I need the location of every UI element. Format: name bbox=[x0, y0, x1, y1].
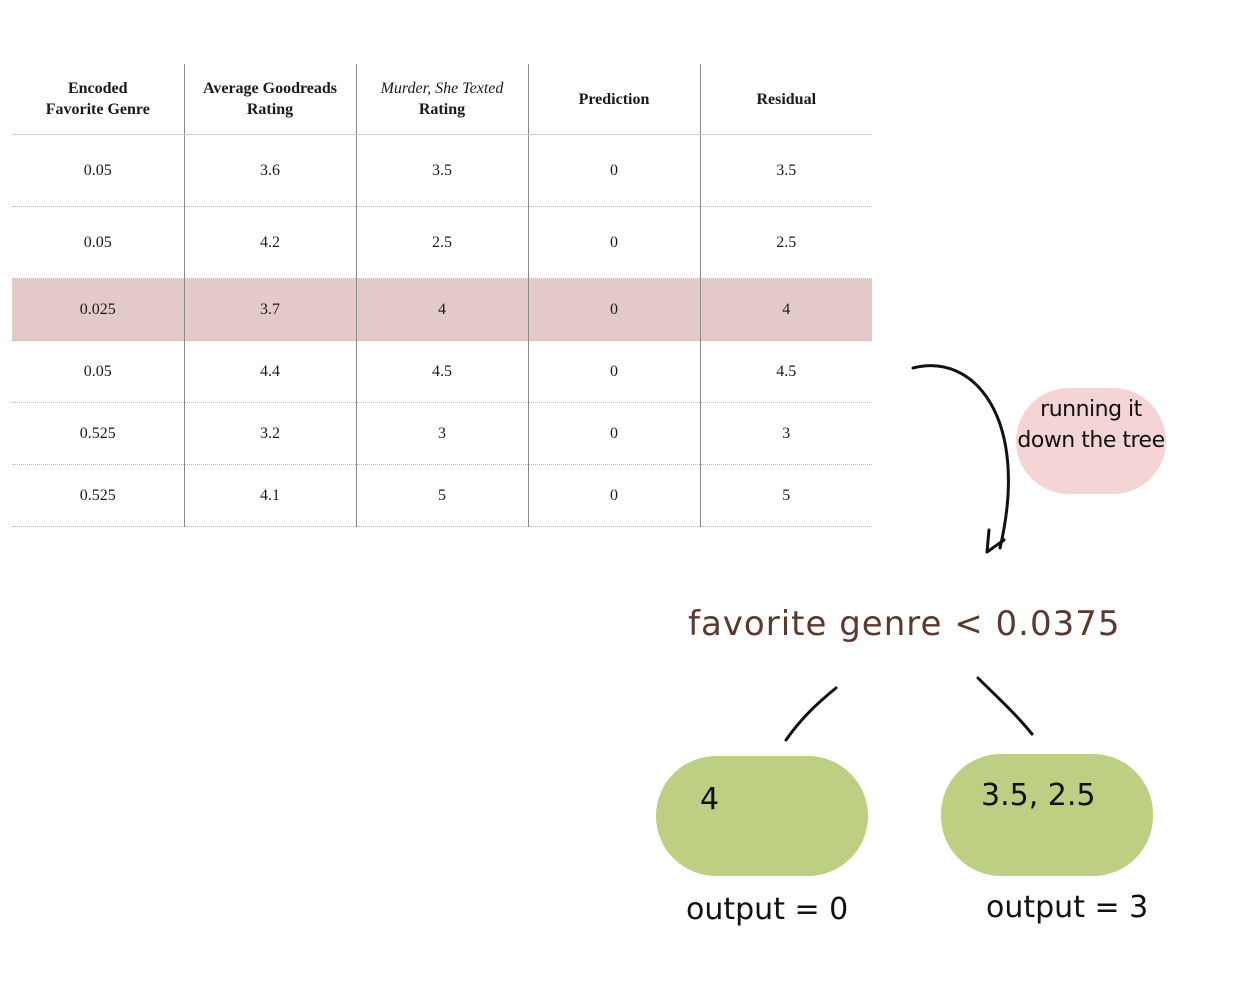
annotation-bubble bbox=[1016, 388, 1166, 494]
table-header-row: Encoded Favorite Genre Average Goodreads… bbox=[12, 64, 872, 135]
right-leaf-value: 3.5, 2.5 bbox=[981, 778, 1096, 813]
table-row: 0.05 3.6 3.5 0 3.5 bbox=[12, 134, 872, 207]
table-cell: 4.5 bbox=[355, 340, 528, 403]
table-row: 0.05 4.4 4.5 0 4.5 bbox=[12, 340, 872, 403]
table-cell: 0.05 bbox=[12, 134, 184, 207]
column-header-encoded-genre: Encoded Favorite Genre bbox=[12, 64, 184, 135]
table-cell: 4.2 bbox=[183, 206, 356, 279]
header-line: Murder, She Texted bbox=[380, 80, 504, 97]
table-cell: 4.4 bbox=[183, 340, 356, 403]
table-row: 0.05 4.2 2.5 0 2.5 bbox=[12, 206, 872, 279]
header-line: Favorite Genre bbox=[45, 101, 150, 118]
header-line: Encoded bbox=[67, 80, 128, 97]
annotation-note: running it down the tree bbox=[1017, 397, 1165, 453]
table-cell: 4 bbox=[355, 278, 528, 341]
table-cell: 5 bbox=[355, 464, 528, 527]
left-output: output = 0 bbox=[686, 892, 849, 927]
table-cell: 0 bbox=[527, 402, 700, 465]
header-line: Residual bbox=[756, 90, 817, 108]
left-leaf-node: 4 bbox=[656, 756, 868, 876]
residual-table: Encoded Favorite Genre Average Goodreads… bbox=[12, 64, 872, 527]
table-row: 0.525 4.1 5 0 5 bbox=[12, 464, 872, 527]
right-branch-line bbox=[976, 676, 1034, 736]
column-header-prediction: Prediction bbox=[527, 64, 700, 135]
table-cell: 0.025 bbox=[12, 278, 184, 341]
header-line: Prediction bbox=[578, 90, 650, 108]
table-cell: 3 bbox=[355, 402, 528, 465]
table-cell: 2.5 bbox=[355, 206, 528, 279]
table-cell: 4 bbox=[699, 278, 872, 341]
left-leaf-value: 4 bbox=[700, 782, 720, 817]
right-output: output = 3 bbox=[986, 890, 1149, 925]
table-cell: 0 bbox=[527, 278, 700, 341]
table-cell: 2.5 bbox=[699, 206, 872, 279]
header-line: Average Goodreads bbox=[202, 80, 338, 97]
table-cell: 0 bbox=[527, 464, 700, 527]
left-branch-line bbox=[784, 686, 838, 742]
table-cell: 0.05 bbox=[12, 340, 184, 403]
table-cell: 3.6 bbox=[183, 134, 356, 207]
table-cell: 0.525 bbox=[12, 464, 184, 527]
table-cell: 5 bbox=[699, 464, 872, 527]
table-cell: 0 bbox=[527, 206, 700, 279]
table-cell: 3.5 bbox=[699, 134, 872, 207]
table-cell: 0 bbox=[527, 134, 700, 207]
header-line: Rating bbox=[418, 101, 466, 118]
curved-arrow bbox=[911, 364, 1010, 550]
table-cell: 3.7 bbox=[183, 278, 356, 341]
table-cell: 0.05 bbox=[12, 206, 184, 279]
table-row: 0.525 3.2 3 0 3 bbox=[12, 402, 872, 465]
column-header-avg-goodreads: Average Goodreads Rating bbox=[183, 64, 356, 135]
table-cell: 3.2 bbox=[183, 402, 356, 465]
table-cell: 0.525 bbox=[12, 402, 184, 465]
table-row-highlighted: 0.025 3.7 4 0 4 bbox=[12, 278, 872, 341]
header-line: Rating bbox=[246, 101, 294, 118]
right-leaf-node: 3.5, 2.5 bbox=[941, 754, 1153, 876]
arrow-head-icon bbox=[985, 528, 1006, 554]
table-cell: 4.1 bbox=[183, 464, 356, 527]
table-cell: 3.5 bbox=[355, 134, 528, 207]
split-condition: favorite genre < 0.0375 bbox=[688, 604, 1121, 644]
table-cell: 3 bbox=[699, 402, 872, 465]
